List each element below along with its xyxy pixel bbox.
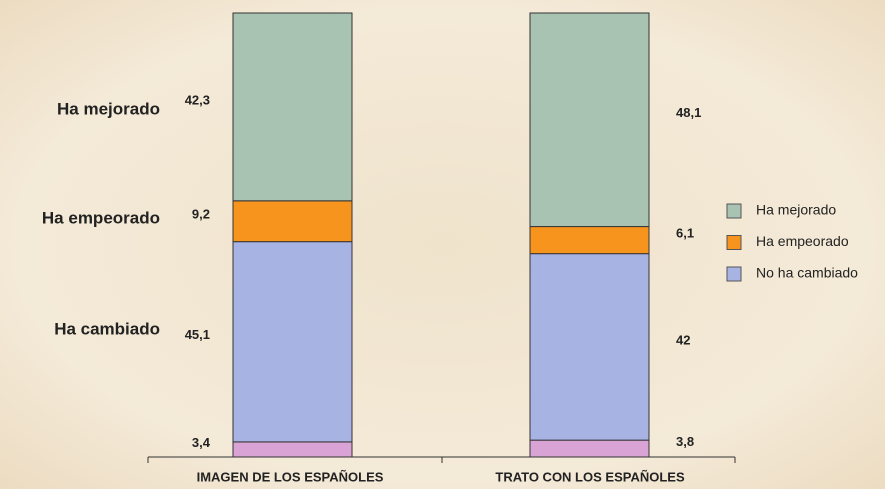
bar-segment: [529, 439, 650, 458]
value-label: 3,4: [192, 435, 211, 450]
x-tick-label: TRATO CON LOS ESPAÑOLES: [495, 469, 685, 484]
bar-segment: [529, 226, 650, 255]
legend-label: No ha cambiado: [756, 265, 858, 281]
legend-swatch: [726, 203, 742, 219]
value-label: 3,8: [676, 434, 694, 449]
value-label: 42,3: [185, 92, 210, 107]
bar-segment: [232, 12, 353, 202]
bar-segment: [232, 241, 353, 443]
x-tick-label: IMAGEN DE LOS ESPAÑOLES: [197, 469, 384, 484]
annotation: Ha mejorado: [57, 99, 160, 118]
value-label: 42: [676, 332, 690, 347]
annotation: Ha cambiado: [54, 319, 160, 338]
value-label: 48,1: [676, 105, 701, 120]
legend-swatch: [726, 235, 742, 250]
value-label: 6,1: [676, 226, 694, 241]
legend-swatch: [726, 266, 742, 282]
value-label: 9,2: [192, 207, 210, 222]
annotation: Ha empeorado: [42, 208, 160, 227]
bar-segment: [529, 12, 650, 228]
legend-label: Ha mejorado: [756, 202, 836, 218]
bar-segment: [232, 200, 353, 243]
value-label: 45,1: [185, 327, 210, 342]
bar-segment: [232, 441, 353, 458]
bar-segment: [529, 253, 650, 441]
legend-label: Ha empeorado: [756, 233, 849, 249]
